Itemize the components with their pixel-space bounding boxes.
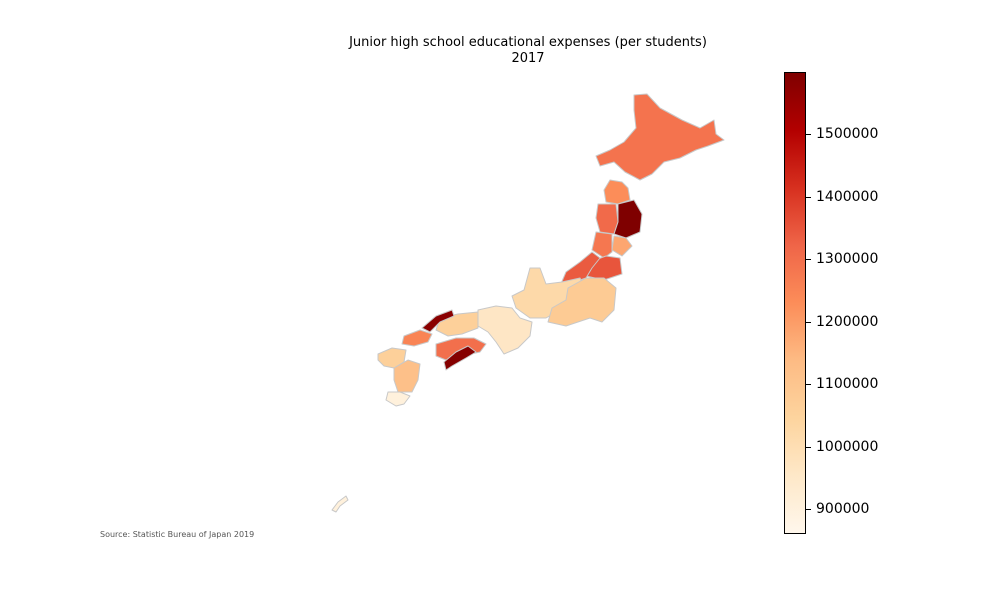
colorbar-tick-label: 1300000 (816, 251, 879, 268)
colorbar-tick-label: 1100000 (816, 376, 879, 393)
region-hokkaido[interactable] (595, 93, 725, 181)
colorbar-tick-label: 1000000 (816, 438, 879, 455)
region-kyushu-south[interactable] (393, 359, 421, 393)
colorbar-tick (806, 321, 811, 323)
region-yamagata[interactable] (591, 231, 613, 259)
colorbar-tick (806, 259, 811, 261)
map-subtitle-year: 2017 (511, 51, 545, 66)
region-kochi[interactable] (443, 345, 477, 371)
colorbar-tick (806, 384, 811, 386)
region-okinawa[interactable] (331, 495, 349, 513)
region-kansai[interactable] (477, 305, 533, 355)
colorbar-tick-label: 1200000 (816, 313, 879, 330)
region-hiroshima-yamaguchi[interactable] (401, 329, 433, 347)
region-kanto[interactable] (547, 277, 617, 327)
region-miyagi[interactable] (611, 235, 633, 257)
region-iwate[interactable] (613, 199, 643, 239)
region-akita[interactable] (595, 203, 619, 235)
region-aomori[interactable] (603, 179, 631, 205)
colorbar-tick (806, 509, 811, 511)
colorbar-tick-label: 1500000 (816, 126, 879, 143)
colorbar-tick (806, 196, 811, 198)
colorbar-tick (806, 446, 811, 448)
map-title: Junior high school educational expenses … (349, 35, 707, 50)
colorbar (784, 72, 806, 534)
source-note: Source: Statistic Bureau of Japan 2019 (100, 530, 255, 539)
region-shimane[interactable] (421, 309, 455, 333)
colorbar-tick-label: 900000 (816, 501, 870, 518)
region-kagoshima[interactable] (385, 391, 411, 407)
colorbar-tick (806, 134, 811, 136)
colorbar-tick-label: 1400000 (816, 188, 879, 205)
